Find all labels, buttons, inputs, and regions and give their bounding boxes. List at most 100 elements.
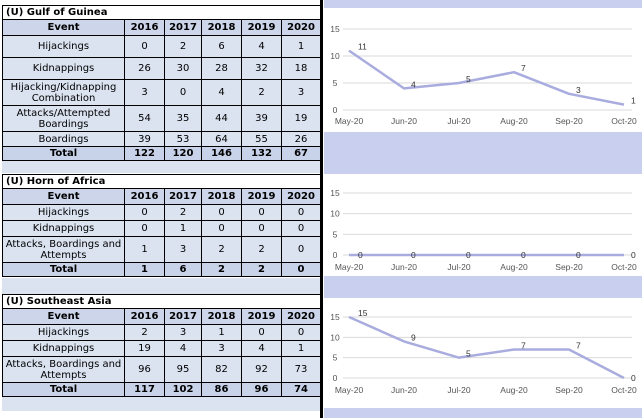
x-tick-label: Oct-20 — [611, 262, 637, 272]
y-tick-label: 10 — [330, 332, 340, 342]
cell: 2 — [241, 79, 282, 106]
data-label: 7 — [521, 63, 526, 73]
cell: 3 — [164, 324, 202, 341]
cell: 1 — [201, 324, 242, 341]
data-label: 11 — [358, 42, 367, 52]
data-label: 0 — [576, 250, 581, 260]
x-tick-label: Jun-20 — [391, 385, 417, 395]
cell: 2 — [241, 236, 282, 263]
cell: 54 — [124, 105, 165, 132]
chart-band-1 — [324, 132, 642, 174]
y-tick-label: 5 — [333, 353, 338, 363]
data-label: 1 — [631, 96, 636, 106]
x-tick-label: Oct-20 — [611, 385, 637, 395]
total-row: Total 122 120 146 132 67 — [2, 146, 322, 161]
x-tick-label: Jun-20 — [391, 116, 417, 126]
cell: 19 — [280, 105, 322, 132]
row-label: Hijackings — [2, 204, 125, 221]
x-tick-label: Jul-20 — [447, 262, 470, 272]
data-label: 5 — [466, 74, 471, 84]
col-header: 2019 — [241, 188, 282, 205]
cell: 6 — [201, 35, 242, 58]
chart-band-top — [324, 0, 642, 8]
cell: 0 — [280, 204, 322, 221]
cell: 0 — [201, 220, 242, 237]
cell: 2 — [241, 262, 282, 277]
cell: 82 — [201, 356, 242, 383]
cell: 67 — [280, 146, 322, 161]
x-tick-label: Aug-20 — [500, 385, 528, 395]
cell: 1 — [280, 35, 322, 58]
cell: 0 — [124, 204, 165, 221]
cell: 3 — [280, 79, 322, 106]
data-label: 4 — [411, 79, 416, 89]
series-line — [348, 49, 625, 106]
data-label: 3 — [576, 85, 581, 95]
cell: 4 — [241, 340, 282, 357]
y-tick-label: 0 — [333, 105, 338, 115]
table-southeast-asia: (U) Southeast Asia Event 2016 2017 2018 … — [1, 294, 322, 397]
x-tick-label: Aug-20 — [500, 262, 528, 272]
data-label: 9 — [411, 332, 416, 342]
data-label: 7 — [521, 341, 526, 351]
cell: 122 — [124, 146, 165, 161]
x-tick-label: May-20 — [335, 385, 364, 395]
col-header: 2020 — [280, 188, 322, 205]
y-tick-label: 5 — [333, 229, 338, 239]
cell: 2 — [164, 35, 202, 58]
y-tick-label: 15 — [330, 188, 340, 198]
x-tick-label: Aug-20 — [500, 116, 528, 126]
cell: 0 — [280, 220, 322, 237]
table-horn-of-africa: (U) Horn of Africa Event 2016 2017 2018 … — [1, 174, 322, 277]
table-row: Hijackings 2 3 1 0 0 — [2, 324, 322, 341]
data-label: 0 — [358, 250, 363, 260]
panel-divider — [320, 0, 323, 418]
data-label: 0 — [411, 250, 416, 260]
x-tick-label: Sep-20 — [555, 385, 583, 395]
row-label: Attacks, Boardings and Attempts — [2, 356, 125, 383]
table-row: Hijackings 0 2 0 0 0 — [2, 204, 322, 221]
row-label: Attacks, Boardings and Attempts — [2, 236, 125, 263]
col-header: 2020 — [280, 19, 322, 36]
table-row: Boardings 39 53 64 55 26 — [2, 131, 322, 147]
row-label: Attacks/Attempted Boardings — [2, 105, 125, 132]
table-spacer-2 — [2, 278, 320, 294]
col-header: 2017 — [164, 19, 202, 36]
table-gulf-of-guinea: (U) Gulf of Guinea Event 2016 2017 2018 … — [1, 5, 322, 161]
row-label: Hijackings — [2, 35, 125, 58]
cell: 0 — [164, 79, 202, 106]
cell: 1 — [124, 262, 165, 277]
table-row: Attacks, Boardings and Attempts 1 3 2 2 … — [2, 236, 322, 263]
cell: 1 — [280, 340, 322, 357]
cell: 120 — [164, 146, 202, 161]
y-tick-label: 10 — [330, 209, 340, 219]
row-label: Kidnappings — [2, 340, 125, 357]
data-label: 5 — [466, 349, 471, 359]
data-label: 0 — [466, 250, 471, 260]
x-tick-label: Jun-20 — [391, 262, 417, 272]
x-tick-label: May-20 — [335, 262, 364, 272]
data-label: 0 — [631, 250, 636, 260]
table-title: (U) Gulf of Guinea — [1, 5, 322, 20]
col-header: 2018 — [201, 19, 242, 36]
table-spacer-3 — [2, 395, 320, 411]
table-spacer-1 — [2, 157, 320, 173]
table-row: Kidnappings 0 1 0 0 0 — [2, 220, 322, 237]
y-tick-label: 15 — [330, 312, 340, 322]
table-row: Hijackings 0 2 6 4 1 — [2, 35, 322, 58]
x-tick-label: Sep-20 — [555, 262, 583, 272]
cell: 92 — [241, 356, 282, 383]
cell: 44 — [201, 105, 242, 132]
x-tick-label: Jul-20 — [447, 116, 470, 126]
row-label: Boardings — [2, 131, 125, 147]
cell: 96 — [241, 382, 282, 397]
cell: 53 — [164, 131, 202, 147]
row-label: Total — [2, 262, 125, 277]
total-row: Total 117 102 86 96 74 — [2, 382, 322, 397]
cell: 35 — [164, 105, 202, 132]
cell: 39 — [124, 131, 165, 147]
cell: 0 — [280, 262, 322, 277]
cell: 96 — [124, 356, 165, 383]
cell: 26 — [124, 57, 165, 80]
x-tick-label: May-20 — [335, 116, 364, 126]
